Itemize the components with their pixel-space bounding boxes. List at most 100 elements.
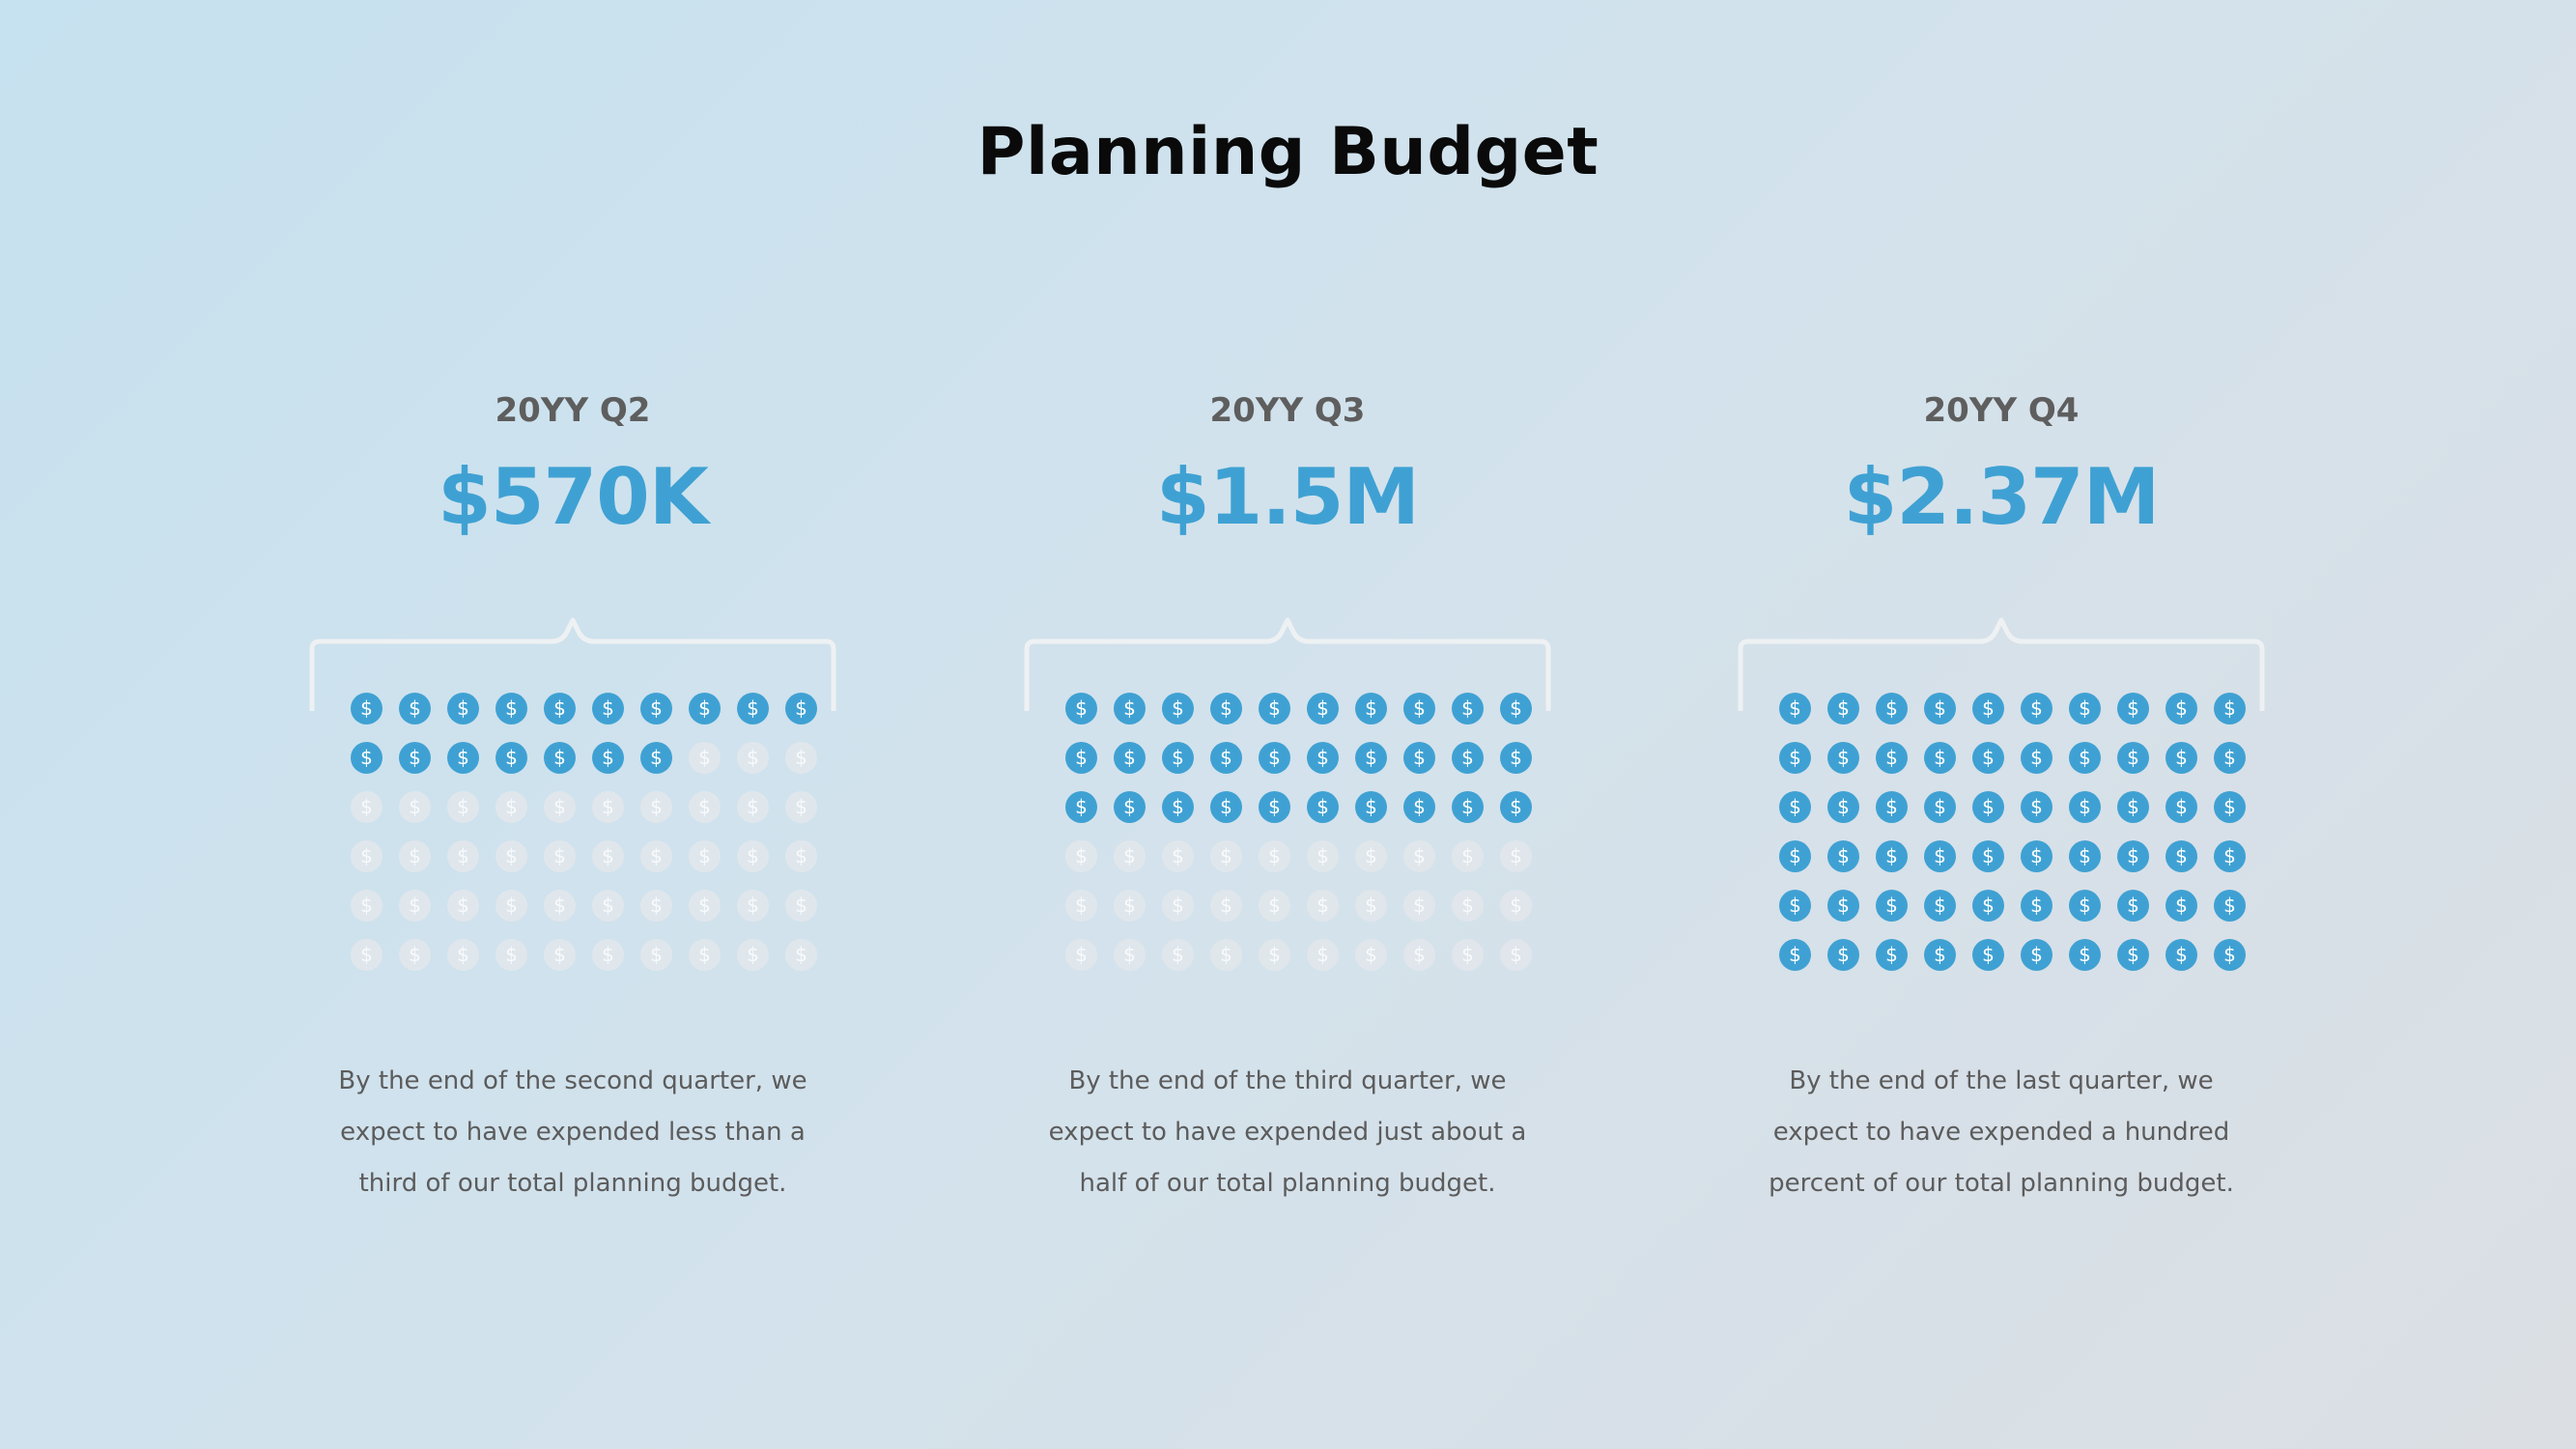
dollar-coin-icon-empty: $: [544, 890, 576, 922]
dollar-coin-icon-empty: $: [1403, 840, 1435, 872]
dollar-coin-icon-filled: $: [1210, 791, 1242, 823]
dollar-coin-icon-empty: $: [447, 939, 479, 971]
dollar-coin-icon-empty: $: [495, 840, 527, 872]
dollar-coin-icon-filled: $: [1779, 840, 1811, 872]
dollar-coin-icon-filled: $: [1355, 693, 1387, 724]
dollar-coin-icon-filled: $: [2069, 840, 2101, 872]
dollar-coin-icon-filled: $: [2021, 693, 2052, 724]
dollar-coin-icon-empty: $: [640, 939, 672, 971]
dollar-coin-icon-empty: $: [1210, 939, 1242, 971]
dollar-coin-icon-filled: $: [1500, 742, 1532, 774]
budget-column-q4: 20YY Q4 $2.37M $ $ $ $ $ $ $ $ $ $ $ $ $ $ $ $ $ $ $ $ $ $ $ $ $…: [1731, 0, 2272, 1449]
dollar-coin-icon-filled: $: [2214, 939, 2246, 971]
dollar-coin-icon-filled: $: [1162, 742, 1194, 774]
dollar-coin-icon-filled: $: [2214, 742, 2246, 774]
dollar-coin-icon-empty: $: [447, 840, 479, 872]
dollar-coin-icon-empty: $: [592, 890, 624, 922]
dollar-coin-icon-empty: $: [592, 840, 624, 872]
dollar-coin-icon-filled: $: [1452, 791, 1484, 823]
dollar-coin-icon-filled: $: [2117, 939, 2149, 971]
dollar-coin-icon-filled: $: [1307, 791, 1339, 823]
dollar-coin-icon-empty: $: [399, 890, 431, 922]
dollar-coin-icon-filled: $: [2117, 840, 2149, 872]
budget-amount: $2.37M: [1843, 452, 2161, 542]
dollar-coin-icon-filled: $: [1403, 693, 1435, 724]
dollar-coin-icon-empty: $: [1307, 890, 1339, 922]
dollar-coin-icon-filled: $: [1500, 693, 1532, 724]
dollar-coin-icon-filled: $: [1210, 742, 1242, 774]
dollar-coin-icon-empty: $: [351, 791, 382, 823]
dollar-coin-icon-empty: $: [399, 939, 431, 971]
dollar-coin-icon-empty: $: [1355, 890, 1387, 922]
dollar-coin-icon-empty: $: [1500, 939, 1532, 971]
dollar-coin-icon-filled: $: [689, 693, 721, 724]
dollar-coin-icon-empty: $: [1403, 939, 1435, 971]
dollar-coin-icon-filled: $: [1876, 742, 1908, 774]
dollar-coin-icon-filled: $: [2117, 693, 2149, 724]
dollar-coin-icon-filled: $: [1065, 791, 1097, 823]
dollar-coin-icon-filled: $: [495, 742, 527, 774]
dollar-coin-icon-filled: $: [2069, 742, 2101, 774]
dollar-coin-icon-filled: $: [1114, 791, 1146, 823]
dollar-coin-icon-filled: $: [351, 742, 382, 774]
dollar-coin-icon-filled: $: [2069, 791, 2101, 823]
dollar-coin-icon-empty: $: [737, 742, 769, 774]
dollar-coin-icon-filled: $: [399, 742, 431, 774]
dollar-coin-icon-filled: $: [1779, 742, 1811, 774]
dollar-coin-icon-filled: $: [2214, 693, 2246, 724]
dollar-coin-icon-filled: $: [2166, 693, 2197, 724]
dollar-coin-icon-empty: $: [399, 840, 431, 872]
dollar-coin-icon-empty: $: [592, 791, 624, 823]
dollar-coin-icon-empty: $: [1403, 890, 1435, 922]
dollar-coin-icon-filled: $: [1972, 693, 2004, 724]
dollar-coin-icon-empty: $: [785, 742, 817, 774]
dollar-coin-icon-filled: $: [544, 693, 576, 724]
dollar-coin-icon-filled: $: [1924, 791, 1956, 823]
dollar-coin-icon-filled: $: [1827, 890, 1859, 922]
dollar-coin-icon-filled: $: [2166, 840, 2197, 872]
dollar-coin-icon-empty: $: [1452, 840, 1484, 872]
dollar-coin-icon-filled: $: [2021, 840, 2052, 872]
dollar-coin-icon-filled: $: [1876, 939, 1908, 971]
dollar-coin-icon-filled: $: [1827, 693, 1859, 724]
budget-column-q2: 20YY Q2 $570K $ $ $ $ $ $ $ $ $ $ $ $ $ $ $ $ $ $ $ $ $ $ $ $ $ $…: [302, 0, 843, 1449]
dollar-coin-icon-filled: $: [737, 693, 769, 724]
dollar-coin-icon-filled: $: [1876, 791, 1908, 823]
dollar-coin-icon-empty: $: [544, 939, 576, 971]
dollar-coin-icon-empty: $: [1162, 840, 1194, 872]
dollar-coin-icon-filled: $: [1827, 791, 1859, 823]
dollar-coin-icon-empty: $: [1452, 939, 1484, 971]
dollar-coin-icon-empty: $: [399, 791, 431, 823]
description: By the end of the third quarter, we expe…: [1048, 1066, 1527, 1198]
brace-divider: [1738, 617, 2265, 711]
dollar-coin-icon-empty: $: [1162, 890, 1194, 922]
dollar-coin-icon-filled: $: [1162, 693, 1194, 724]
dollar-coin-icon-empty: $: [689, 939, 721, 971]
dollar-coin-icon-filled: $: [1779, 693, 1811, 724]
dollar-coin-icon-filled: $: [2117, 791, 2149, 823]
dollar-coin-icon-empty: $: [544, 840, 576, 872]
dollar-coin-icon-filled: $: [785, 693, 817, 724]
dollar-coin-icon-filled: $: [1924, 742, 1956, 774]
dollar-coin-icon-empty: $: [1114, 840, 1146, 872]
dollar-coin-icon-filled: $: [1259, 742, 1290, 774]
dollar-coin-icon-filled: $: [640, 742, 672, 774]
dollar-coin-icon-filled: $: [1779, 890, 1811, 922]
dollar-coin-icon-empty: $: [1500, 840, 1532, 872]
dollar-coin-icon-filled: $: [1259, 791, 1290, 823]
budget-column-q3: 20YY Q3 $1.5M $ $ $ $ $ $ $ $ $ $ $ $ $ $ $ $ $ $ $ $ $ $ $ $ $ $…: [1017, 0, 1558, 1449]
dollar-coin-icon-filled: $: [1972, 791, 2004, 823]
budget-amount: $570K: [438, 452, 709, 542]
dollar-coin-icon-filled: $: [1307, 693, 1339, 724]
dollar-coin-icon-empty: $: [737, 791, 769, 823]
dollar-coin-icon-filled: $: [1452, 742, 1484, 774]
dollar-coin-icon-empty: $: [1065, 939, 1097, 971]
dollar-coin-icon-filled: $: [1924, 693, 1956, 724]
dollar-coin-icon-empty: $: [1452, 890, 1484, 922]
dollar-coin-icon-filled: $: [1065, 693, 1097, 724]
period-label: 20YY Q2: [495, 391, 651, 430]
dollar-coin-icon-filled: $: [2021, 890, 2052, 922]
dollar-coin-icon-filled: $: [1355, 791, 1387, 823]
dollar-coin-icon-filled: $: [640, 693, 672, 724]
dollar-coin-icon-empty: $: [495, 890, 527, 922]
